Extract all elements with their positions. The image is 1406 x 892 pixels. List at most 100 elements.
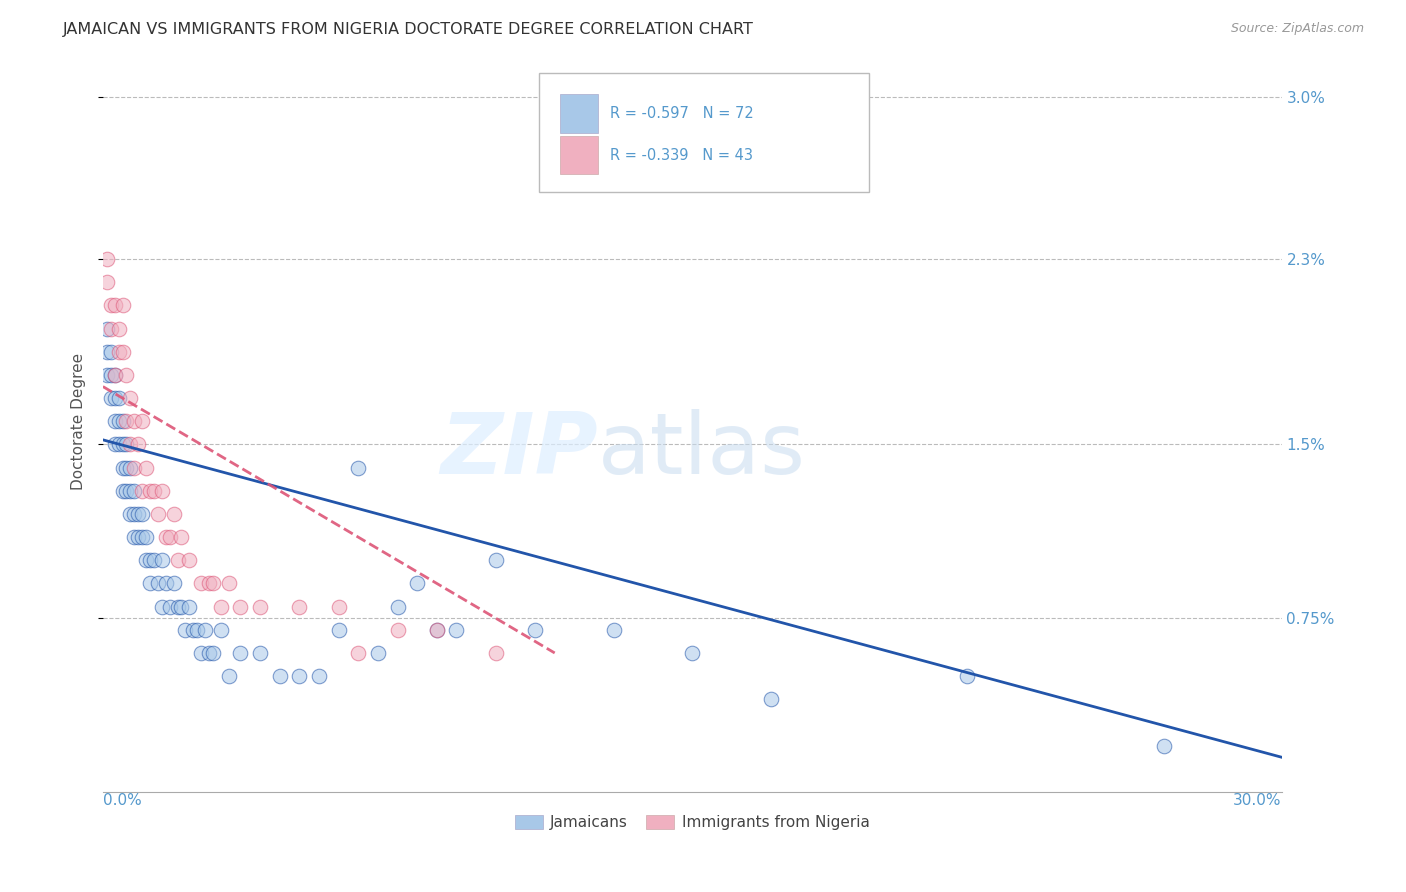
Point: [111, 437, 134, 451]
Point: [100, 298, 122, 312]
Text: 30.0%: 30.0%: [1233, 793, 1281, 807]
Point: [135, 530, 157, 544]
Point: [150, 599, 173, 614]
Point: [107, 414, 129, 428]
Point: [143, 483, 166, 498]
Point: [104, 368, 127, 382]
Point: [107, 391, 129, 405]
Point: [124, 530, 146, 544]
Point: [100, 321, 122, 335]
Point: [328, 599, 350, 614]
Point: [96, 321, 118, 335]
Point: [201, 576, 224, 591]
Point: [115, 483, 138, 498]
Point: [155, 576, 177, 591]
Point: [131, 530, 153, 544]
Point: [186, 623, 208, 637]
Point: [1153, 739, 1175, 753]
Point: [170, 530, 193, 544]
Point: [135, 460, 157, 475]
Point: [115, 460, 138, 475]
Point: [115, 368, 138, 382]
Point: [426, 623, 449, 637]
Text: ZIP: ZIP: [440, 409, 598, 492]
Point: [218, 669, 240, 683]
Point: [956, 669, 979, 683]
Point: [249, 599, 271, 614]
Point: [111, 483, 134, 498]
Point: [127, 507, 149, 521]
Point: [162, 507, 184, 521]
Point: [166, 599, 188, 614]
Point: [229, 646, 252, 660]
Point: [150, 553, 173, 567]
Point: [96, 368, 118, 382]
Point: [759, 692, 782, 706]
Point: [111, 344, 134, 359]
Point: [115, 414, 138, 428]
Point: [135, 553, 157, 567]
Point: [124, 414, 146, 428]
Point: [104, 437, 127, 451]
Point: [387, 599, 409, 614]
Point: [446, 623, 468, 637]
Point: [111, 414, 134, 428]
Point: [406, 576, 429, 591]
Text: R = -0.597   N = 72: R = -0.597 N = 72: [610, 106, 754, 121]
Point: [194, 623, 217, 637]
Point: [120, 437, 142, 451]
Point: [104, 414, 127, 428]
Point: [107, 344, 129, 359]
Point: [124, 483, 146, 498]
Point: [139, 553, 162, 567]
Point: [120, 391, 142, 405]
Point: [111, 298, 134, 312]
Point: [681, 646, 703, 660]
Point: [190, 646, 212, 660]
Text: Source: ZipAtlas.com: Source: ZipAtlas.com: [1230, 22, 1364, 36]
Point: [179, 553, 201, 567]
FancyBboxPatch shape: [560, 136, 598, 174]
Point: [127, 437, 149, 451]
Point: [104, 391, 127, 405]
Point: [146, 576, 169, 591]
Point: [485, 553, 508, 567]
Legend: Jamaicans, Immigrants from Nigeria: Jamaicans, Immigrants from Nigeria: [509, 808, 876, 836]
Point: [131, 483, 153, 498]
Point: [190, 576, 212, 591]
Point: [124, 507, 146, 521]
Point: [150, 483, 173, 498]
Point: [107, 437, 129, 451]
Y-axis label: Doctorate Degree: Doctorate Degree: [72, 352, 86, 490]
Point: [524, 623, 547, 637]
Point: [96, 344, 118, 359]
Point: [159, 599, 181, 614]
Point: [288, 669, 311, 683]
Point: [111, 460, 134, 475]
FancyBboxPatch shape: [538, 73, 869, 192]
Point: [367, 646, 389, 660]
Point: [139, 483, 162, 498]
Point: [198, 646, 221, 660]
Point: [120, 507, 142, 521]
Point: [209, 623, 232, 637]
Point: [181, 623, 204, 637]
Point: [328, 623, 350, 637]
Point: [288, 599, 311, 614]
Point: [100, 368, 122, 382]
Point: [127, 530, 149, 544]
Point: [139, 576, 162, 591]
Point: [170, 599, 193, 614]
Point: [201, 646, 224, 660]
Point: [174, 623, 197, 637]
Text: atlas: atlas: [598, 409, 806, 492]
Point: [387, 623, 409, 637]
Point: [198, 576, 221, 591]
Point: [602, 623, 624, 637]
Point: [159, 530, 181, 544]
Point: [115, 437, 138, 451]
Point: [96, 252, 118, 267]
Point: [104, 298, 127, 312]
Point: [146, 507, 169, 521]
Point: [131, 414, 153, 428]
